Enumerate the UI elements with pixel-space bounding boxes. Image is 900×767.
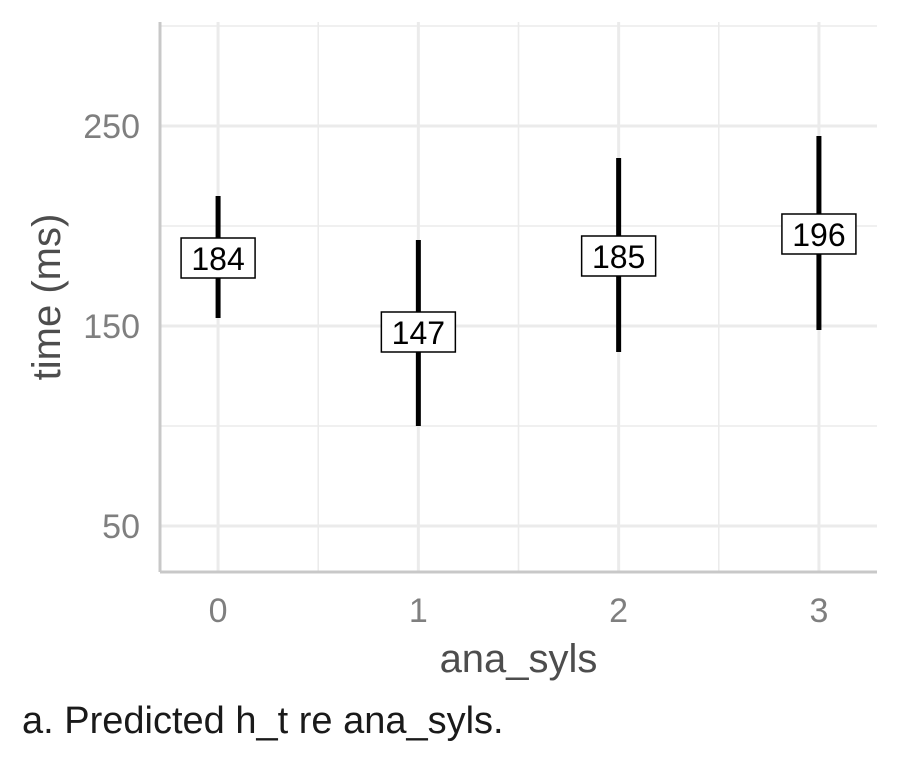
- value-label-box: [380, 311, 457, 353]
- axes: [158, 22, 877, 574]
- error-bar-chart: 50 150 250 0 1 2 3 184 147 185 196 ana_syls time…: [25, 22, 877, 681]
- x-tick-labels: 0 1 2 3: [209, 592, 829, 630]
- y-tick-label: 250: [83, 108, 140, 146]
- x-tick-label: 1: [409, 592, 428, 630]
- error-bar-group: 184: [180, 196, 256, 318]
- error-bar-group: 185: [580, 158, 657, 352]
- y-tick-labels: 50 150 250: [83, 108, 140, 546]
- y-tick-label: 50: [102, 508, 140, 546]
- value-label: 184: [191, 241, 244, 277]
- value-label-box: [180, 237, 256, 279]
- x-axis-title: ana_syls: [440, 637, 598, 681]
- y-tick-label: 150: [83, 308, 140, 346]
- grid: [160, 22, 877, 572]
- value-label: 147: [392, 315, 445, 351]
- y-axis-title: time (ms): [25, 214, 69, 381]
- value-label-box: [580, 235, 657, 277]
- figure-caption: a. Predicted h_t re ana_syls.: [22, 700, 504, 742]
- error-bar-group: 196: [781, 136, 857, 330]
- error-bar-group: 147: [380, 240, 457, 426]
- value-label: 196: [792, 217, 845, 253]
- x-tick-label: 2: [609, 592, 628, 630]
- value-label-box: [781, 213, 857, 255]
- x-tick-label: 0: [209, 592, 228, 630]
- x-tick-label: 3: [809, 592, 828, 630]
- error-bars: 184 147 185 196: [180, 136, 857, 426]
- value-label: 185: [592, 239, 645, 275]
